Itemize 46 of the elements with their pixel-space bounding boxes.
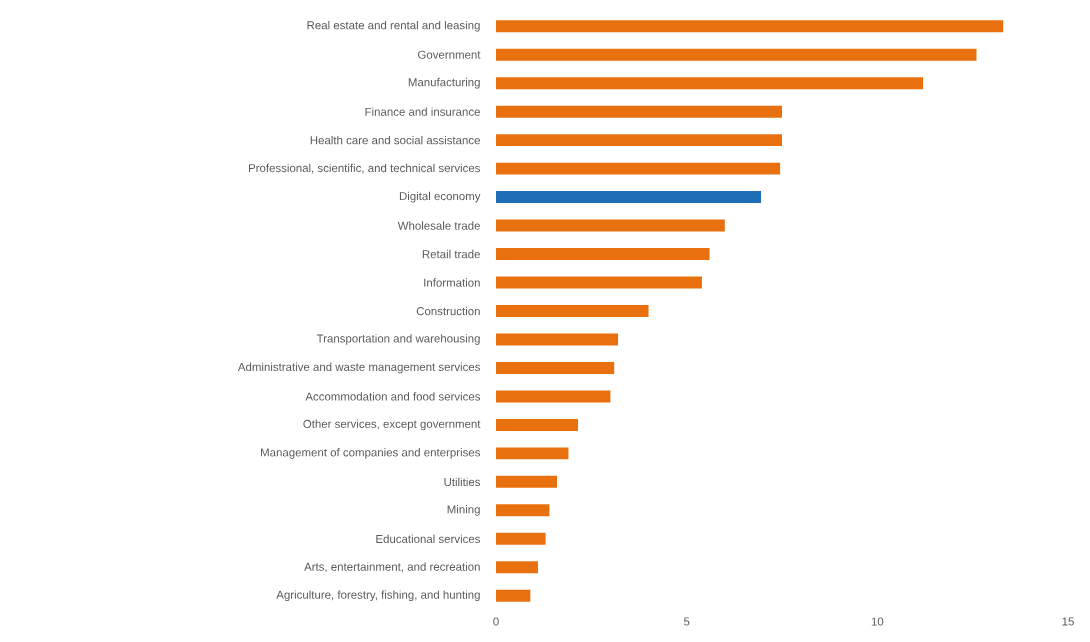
y-tick-label: Information: [424, 278, 480, 287]
y-tick-label: Health care and social assistance: [310, 135, 480, 145]
y-tick-label: Agriculture, forestry, fishing, and hunting: [276, 590, 480, 602]
bar: [496, 162, 781, 175]
y-tick-label: Other services, except government: [303, 419, 481, 431]
bar: [496, 276, 702, 289]
bar: [496, 361, 615, 374]
bar: [496, 475, 558, 488]
bar: [496, 447, 569, 460]
y-tick-label: Manufacturing: [408, 77, 480, 89]
bar: [496, 77, 924, 90]
x-tick-label: 0: [493, 617, 499, 626]
y-tick-label: Professional, scientific, and technical services: [249, 163, 481, 174]
bar: [496, 248, 710, 261]
y-tick-label: Utilities: [444, 477, 481, 487]
y-tick-label: Management of companies and enterprises: [261, 448, 481, 459]
bar: [496, 219, 725, 232]
bar: [496, 134, 783, 147]
y-tick-label: Transportation and warehousing: [316, 334, 480, 345]
bar: [496, 20, 1004, 33]
bar: [496, 48, 977, 61]
bar: [496, 305, 649, 317]
bar: [496, 418, 578, 431]
y-tick-label: Real estate and rental and leasing: [307, 20, 480, 32]
x-tick-label: 15: [1062, 617, 1074, 626]
bar: [496, 105, 783, 118]
y-tick-label: Digital economy: [399, 191, 481, 203]
bar: [496, 589, 531, 602]
y-tick-label: Administrative and waste management services: [237, 362, 481, 374]
y-tick-label: Accommodation and food services: [305, 392, 481, 401]
bar: [496, 333, 619, 346]
y-tick-label: Retail trade: [422, 249, 480, 259]
y-tick-label: Wholesale trade: [397, 221, 480, 230]
bar: [496, 504, 550, 517]
y-tick-label: Mining: [447, 504, 480, 516]
x-tick-label: 10: [871, 617, 884, 626]
y-tick-label: Educational services: [376, 534, 481, 544]
y-tick-label: Construction: [416, 306, 480, 316]
y-tick-label: Arts, entertainment, and recreation: [304, 562, 480, 573]
y-tick-label: Government: [418, 50, 481, 59]
bar: [496, 561, 538, 574]
y-tick-label: Finance and insurance: [365, 107, 480, 116]
bar: [496, 532, 546, 545]
bar: [496, 191, 762, 204]
x-tick-label: 5: [683, 617, 690, 626]
bar: [496, 390, 611, 403]
